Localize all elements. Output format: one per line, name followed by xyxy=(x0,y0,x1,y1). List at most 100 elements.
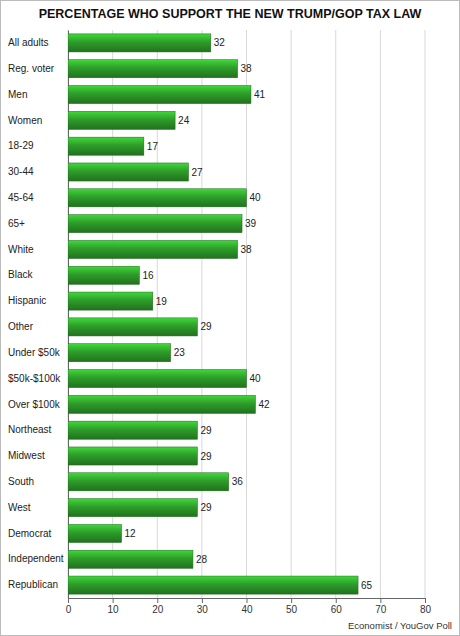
x-axis-line xyxy=(69,599,426,604)
data-label: 32 xyxy=(214,37,226,48)
data-label: 29 xyxy=(200,321,212,332)
data-label: 24 xyxy=(178,115,190,126)
data-label: 40 xyxy=(250,192,262,203)
y-tick: Republican xyxy=(8,579,68,590)
category-label: West xyxy=(8,502,31,513)
y-tick: $50k-$100k xyxy=(8,373,68,384)
y-tick: 45-64 xyxy=(8,192,68,203)
data-label: 42 xyxy=(258,399,270,410)
x-tick-mark xyxy=(113,598,114,603)
y-tick: West xyxy=(8,502,68,513)
bar xyxy=(68,292,153,310)
data-label: 29 xyxy=(200,502,212,513)
y-tick: All adults xyxy=(8,37,68,48)
y-tick: Democrat xyxy=(8,528,68,539)
bar xyxy=(68,34,211,52)
category-label: Women xyxy=(8,115,42,126)
chart-container: PERCENTAGE WHO SUPPORT THE NEW TRUMP/GOP… xyxy=(0,0,460,636)
bar xyxy=(68,473,229,491)
category-label: Republican xyxy=(8,579,58,590)
bar xyxy=(68,318,197,336)
grid-line xyxy=(335,30,336,598)
bar xyxy=(68,395,255,413)
data-label: 65 xyxy=(361,580,373,591)
bar xyxy=(68,215,242,233)
category-label: South xyxy=(8,476,34,487)
category-label: Midwest xyxy=(8,450,45,461)
category-label: 18-29 xyxy=(8,140,34,151)
y-tick: White xyxy=(8,244,68,255)
x-tick-label: 70 xyxy=(375,604,387,615)
grid-line xyxy=(380,30,381,598)
x-tick-label: 10 xyxy=(108,604,120,615)
y-tick: 18-29 xyxy=(8,140,68,151)
x-tick-mark xyxy=(336,598,337,603)
chart-title: PERCENTAGE WHO SUPPORT THE NEW TRUMP/GOP… xyxy=(39,7,422,21)
y-tick: Men xyxy=(8,89,68,100)
category-label: $50k-$100k xyxy=(8,373,61,384)
x-tick: 20 xyxy=(152,598,164,615)
x-axis: 0 10 20 30 40 50 60 70 80 xyxy=(66,598,432,615)
bar xyxy=(68,266,139,284)
x-tick-label: 50 xyxy=(286,604,298,615)
category-label: Other xyxy=(8,321,34,332)
data-label: 29 xyxy=(200,425,212,436)
data-labels: 3238412417274039381619292340422929362912… xyxy=(125,37,373,590)
category-label: Men xyxy=(8,89,27,100)
x-tick-mark xyxy=(68,598,69,603)
x-tick-mark xyxy=(202,598,203,603)
x-tick-label: 80 xyxy=(420,604,432,615)
data-label: 39 xyxy=(245,218,257,229)
x-tick-label: 20 xyxy=(152,604,164,615)
x-tick-label: 60 xyxy=(331,604,343,615)
chart-svg: PERCENTAGE WHO SUPPORT THE NEW TRUMP/GOP… xyxy=(0,0,460,636)
grid xyxy=(68,30,425,598)
y-tick: Northeast xyxy=(8,424,68,435)
x-tick-mark xyxy=(157,598,158,603)
bar xyxy=(68,137,144,155)
x-tick-mark xyxy=(380,598,381,603)
bar xyxy=(68,86,251,104)
category-label: 30-44 xyxy=(8,166,34,177)
data-label: 29 xyxy=(200,451,212,462)
x-tick: 10 xyxy=(108,598,120,615)
bar xyxy=(68,111,175,129)
category-label: Independent xyxy=(8,553,64,564)
data-label: 27 xyxy=(191,167,203,178)
bar xyxy=(68,370,247,388)
category-label: Under $50k xyxy=(8,347,61,358)
y-tick: Midwest xyxy=(8,450,68,461)
x-tick-mark xyxy=(247,598,248,603)
bar xyxy=(68,60,238,78)
bar xyxy=(68,240,238,258)
data-label: 17 xyxy=(147,141,159,152)
y-tick: Black xyxy=(8,269,68,280)
x-tick-label: 30 xyxy=(197,604,209,615)
y-tick: Independent xyxy=(8,553,68,564)
bar xyxy=(68,344,171,362)
x-tick: 50 xyxy=(286,598,298,615)
y-tick: Women xyxy=(8,115,68,126)
y-tick: Over $100k xyxy=(8,399,68,410)
data-label: 19 xyxy=(156,296,168,307)
bar xyxy=(68,163,188,181)
data-label: 38 xyxy=(241,63,253,74)
grid-line xyxy=(425,30,426,598)
x-tick: 0 xyxy=(66,598,72,615)
category-label: 45-64 xyxy=(8,192,34,203)
y-tick: Other xyxy=(8,321,68,332)
data-label: 28 xyxy=(196,554,208,565)
y-tick: 30-44 xyxy=(8,166,68,177)
bar xyxy=(68,576,358,594)
y-tick: 65+ xyxy=(8,218,68,229)
x-tick-mark xyxy=(291,598,292,603)
y-tick: Reg. voter xyxy=(8,63,68,74)
plot-area: 0 10 20 30 40 50 60 70 80 All adults Reg. voter Men… xyxy=(8,30,431,615)
x-tick: 70 xyxy=(375,598,387,615)
data-label: 16 xyxy=(142,270,154,281)
category-label: Reg. voter xyxy=(8,63,55,74)
data-label: 12 xyxy=(125,528,137,539)
data-label: 40 xyxy=(250,373,262,384)
x-tick: 40 xyxy=(241,598,253,615)
chart-border xyxy=(1,1,460,636)
